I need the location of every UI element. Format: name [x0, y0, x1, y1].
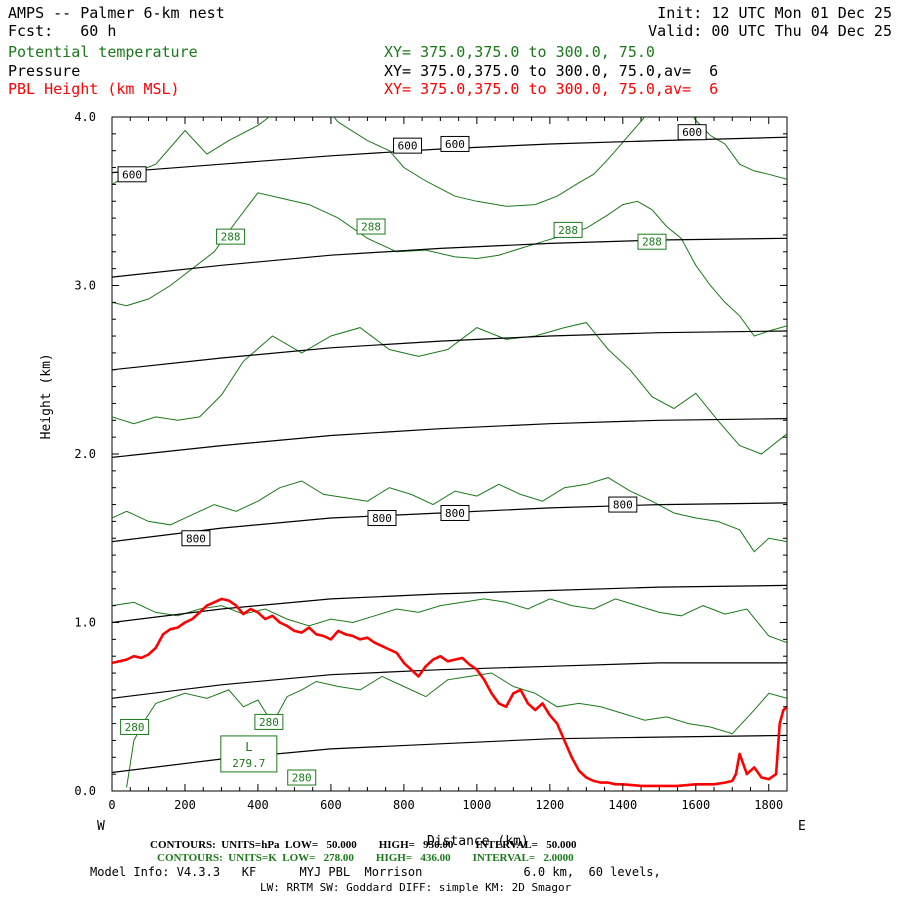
field-theta-name: Potential temperature [8, 43, 198, 61]
x-tick-label: 0 [108, 798, 115, 812]
init-time: Init: 12 UTC Mon 01 Dec 25 [657, 4, 892, 22]
pressure-contour-label-box [181, 530, 211, 547]
plot-border [111, 116, 788, 792]
axes: 0 200 400 600 800 1000 1200 1400 1600 1800 0.0 1.0 2… [74, 110, 787, 812]
pressure-contour-label: 600 [445, 138, 465, 151]
pbl-height-series [112, 597, 787, 788]
pressure-contour-line [112, 584, 787, 624]
field-pressure-name: Pressure [8, 62, 81, 80]
x-tick-label: 200 [174, 798, 196, 812]
pressure-contour-label-box [677, 124, 707, 141]
theta-contour-line [112, 192, 787, 337]
field-pbl-xy: XY= 375.0,375.0 to 300.0, 75.0,av= 6 [384, 80, 719, 98]
y-tick-label: 1.0 [74, 616, 96, 630]
y-tick-label: 4.0 [74, 110, 96, 124]
theta-contours [112, 117, 787, 788]
x-tick-label: 600 [320, 798, 342, 812]
pressure-contour-label-box [608, 496, 638, 513]
west-label: W [97, 819, 105, 834]
pressure-contour-label: 800 [445, 507, 465, 520]
pbl-height-line [112, 597, 787, 788]
x-tick-label: 400 [247, 798, 269, 812]
contour-labels: 600 600 600 600 800 800 800 800 288 288 288 288 280 2… [117, 124, 707, 786]
pressure-contour-label: 600 [682, 126, 702, 139]
pressure-contour-label-box [440, 135, 470, 152]
pressure-contour-line [112, 418, 787, 458]
theta-contour-label: 288 [642, 236, 662, 249]
theta-contour-label-box [356, 218, 386, 235]
y-axis-label: Height (km) [39, 353, 54, 440]
theta-contour-line [112, 477, 787, 553]
forecast-hour: Fcst: 60 h [8, 22, 117, 40]
theta-contour-label-box [287, 769, 317, 786]
theta-contour-label: 288 [361, 221, 381, 234]
pressure-contour-label: 600 [122, 168, 142, 181]
pressure-contour-label: 800 [613, 499, 633, 512]
pressure-contour-label: 800 [186, 532, 206, 545]
footer-contours-pressure: CONTOURS: UNITS=hPa LOW= 50.000 HIGH= 95… [150, 839, 577, 851]
east-label: E [798, 819, 806, 834]
valid-time: Valid: 00 UTC Thu 04 Dec 25 [648, 22, 892, 40]
y-tick-label: 2.0 [74, 447, 96, 461]
theta-contour-line [112, 322, 787, 455]
x-axis-label: Distance (km) [426, 834, 529, 849]
theta-contour-label-box [216, 228, 246, 245]
pressure-contours [112, 136, 787, 774]
theta-contour-label-box [553, 221, 583, 238]
x-tick-label: 1800 [754, 798, 783, 812]
theta-contour-label: 280 [125, 721, 145, 734]
footer-model-info: Model Info: V4.3.3 KF MYJ PBL Morrison 6… [90, 865, 661, 879]
field-theta-xy: XY= 375.0,375.0 to 300.0, 75.0 [384, 43, 655, 61]
pressure-contour-line [112, 734, 787, 774]
pressure-contour-line [112, 136, 787, 174]
footer-model-info2: LW: RRTM SW: Goddard DIFF: simple KM: 2D… [260, 881, 572, 894]
theta-contour-label: 288 [558, 224, 578, 237]
low-marker-value: 279.7 [232, 757, 265, 770]
pressure-contour-label: 600 [398, 140, 418, 153]
pressure-contour-line [112, 237, 787, 278]
footer-contours-theta: CONTOURS: UNITS=K LOW= 278.00 HIGH= 436.… [157, 852, 574, 864]
pressure-contour-line [112, 662, 787, 699]
pressure-contour-line [112, 502, 787, 543]
pressure-contour-label-box [117, 166, 147, 183]
theta-contour-line [112, 598, 787, 644]
field-pbl-name: PBL Height (km MSL) [8, 80, 180, 98]
y-tick-label: 3.0 [74, 279, 96, 293]
theta-contour-label-box [254, 713, 284, 730]
theta-contour-label: 280 [292, 772, 312, 785]
x-tick-label: 1200 [535, 798, 564, 812]
theta-contour-label: 288 [221, 231, 241, 244]
theta-contour-line [126, 672, 787, 788]
pressure-contour-line [112, 330, 787, 371]
y-tick-label: 0.0 [74, 784, 96, 798]
x-tick-label: 800 [393, 798, 415, 812]
chart-title: AMPS -- Palmer 6-km nest [8, 4, 225, 22]
pressure-contour-label-box [367, 510, 397, 527]
plot-frame [111, 116, 788, 792]
x-tick-label: 1400 [608, 798, 637, 812]
pressure-contour-label-box [393, 137, 423, 154]
low-marker-letter: L [245, 740, 252, 754]
x-tick-label: 1600 [681, 798, 710, 812]
x-tick-label: 1000 [462, 798, 491, 812]
theta-contour-label-box [120, 718, 150, 735]
pressure-contour-label: 800 [372, 512, 392, 525]
field-pressure-xy: XY= 375.0,375.0 to 300.0, 75.0,av= 6 [384, 62, 719, 80]
theta-contour-label: 280 [259, 716, 279, 729]
theta-contour-label-box [637, 233, 667, 250]
pressure-contour-label-box [440, 504, 470, 521]
low-marker-box [220, 735, 278, 773]
